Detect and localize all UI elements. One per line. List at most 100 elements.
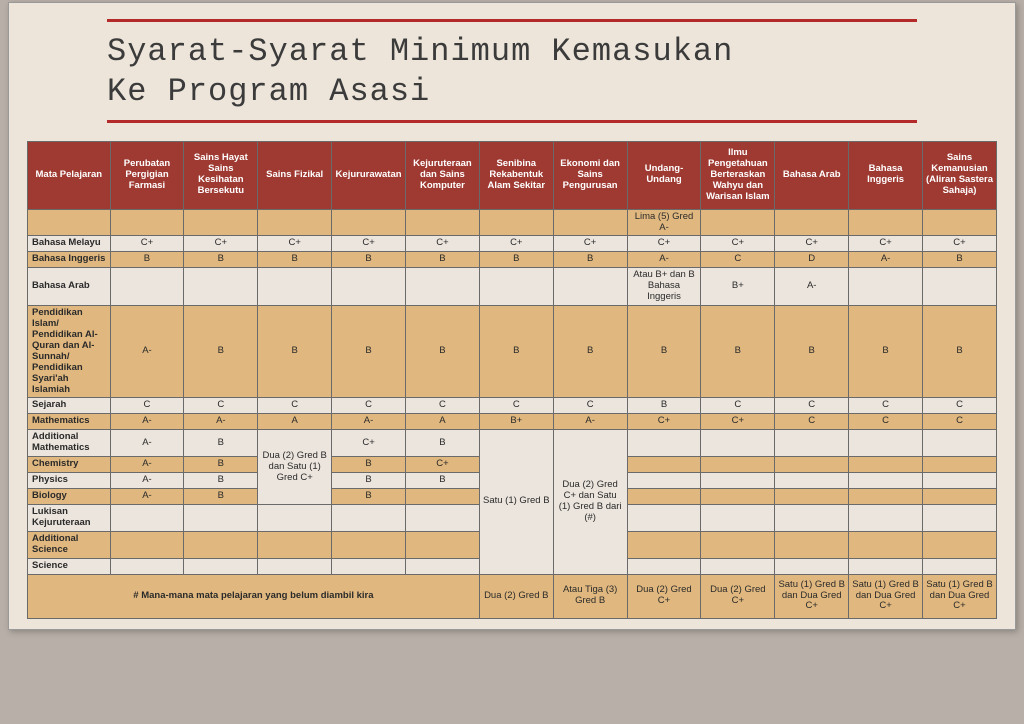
cell bbox=[923, 473, 997, 489]
col-header: Kejururawatan bbox=[332, 142, 406, 210]
cell bbox=[553, 209, 627, 236]
cell: B bbox=[405, 430, 479, 457]
table-header-row: Mata Pelajaran Perubatan Pergigian Farma… bbox=[28, 142, 997, 210]
cell bbox=[923, 531, 997, 558]
cell bbox=[775, 473, 849, 489]
cell bbox=[553, 268, 627, 306]
cell: Dua (2) Gred C+ bbox=[627, 574, 701, 618]
cell bbox=[405, 531, 479, 558]
col-header: Sains Hayat Sains Kesihatan Bersekutu bbox=[184, 142, 258, 210]
cell bbox=[923, 268, 997, 306]
cell bbox=[701, 531, 775, 558]
cell bbox=[479, 268, 553, 306]
cell: B bbox=[479, 252, 553, 268]
row-label: Pendidikan Islam/ Pendidikan Al-Quran da… bbox=[28, 306, 111, 398]
bottom-rule bbox=[107, 120, 917, 123]
cell: C+ bbox=[479, 236, 553, 252]
cell bbox=[332, 558, 406, 574]
cell: A- bbox=[332, 414, 406, 430]
cell: C+ bbox=[258, 236, 332, 252]
cell: B bbox=[849, 306, 923, 398]
cell: B bbox=[923, 306, 997, 398]
cell: B bbox=[923, 252, 997, 268]
col-header: Ilmu Pengetahuan Berteraskan Wahyu dan W… bbox=[701, 142, 775, 210]
cell: C+ bbox=[405, 236, 479, 252]
cell: C+ bbox=[701, 236, 775, 252]
cell bbox=[405, 209, 479, 236]
cell bbox=[258, 558, 332, 574]
cell bbox=[627, 430, 701, 457]
cell: B bbox=[479, 306, 553, 398]
cell bbox=[405, 558, 479, 574]
cell: Dua (2) Gred B bbox=[479, 574, 553, 618]
cell: B bbox=[184, 473, 258, 489]
cell: D bbox=[775, 252, 849, 268]
cell: B bbox=[405, 473, 479, 489]
cell: B bbox=[405, 306, 479, 398]
cell: A- bbox=[110, 473, 184, 489]
title-line-1: Syarat-Syarat Minimum Kemasukan bbox=[107, 33, 733, 70]
cell bbox=[775, 209, 849, 236]
cell: Dua (2) Gred C+ bbox=[701, 574, 775, 618]
cell bbox=[184, 504, 258, 531]
cell bbox=[923, 430, 997, 457]
table-row: Bahasa Inggeris BB BB BB BA- CD A-B bbox=[28, 252, 997, 268]
cell: A- bbox=[110, 306, 184, 398]
cell: C bbox=[184, 398, 258, 414]
row-label: Sejarah bbox=[28, 398, 111, 414]
cell: B bbox=[184, 430, 258, 457]
document-page: Syarat-Syarat Minimum Kemasukan Ke Progr… bbox=[8, 2, 1016, 630]
cell: B bbox=[553, 252, 627, 268]
cell: Atau B+ dan B Bahasa Inggeris bbox=[627, 268, 701, 306]
cell: B bbox=[184, 488, 258, 504]
cell: B bbox=[332, 473, 406, 489]
cell bbox=[701, 457, 775, 473]
row-label: Chemistry bbox=[28, 457, 111, 473]
top-rule bbox=[107, 19, 917, 22]
row-label: Lukisan Kejuruteraan bbox=[28, 504, 111, 531]
cell bbox=[627, 531, 701, 558]
col-header: Sains Kemanusian (Aliran Sastera Sahaja) bbox=[923, 142, 997, 210]
col-header: Undang-Undang bbox=[627, 142, 701, 210]
cell: C+ bbox=[110, 236, 184, 252]
cell: B bbox=[184, 306, 258, 398]
cell: B bbox=[258, 252, 332, 268]
cell: B bbox=[332, 457, 406, 473]
cell: B bbox=[110, 252, 184, 268]
cell bbox=[923, 209, 997, 236]
table-row: Bahasa Melayu C+C+ C+C+ C+C+ C+C+ C+C+ C… bbox=[28, 236, 997, 252]
title-block: Syarat-Syarat Minimum Kemasukan Ke Progr… bbox=[27, 19, 997, 141]
cell-merged: Satu (1) Gred B bbox=[479, 430, 553, 574]
row-label: Additional Mathematics bbox=[28, 430, 111, 457]
table-row: Lima (5) Gred A- bbox=[28, 209, 997, 236]
cell: B+ bbox=[479, 414, 553, 430]
cell bbox=[701, 430, 775, 457]
cell bbox=[627, 504, 701, 531]
cell: B bbox=[775, 306, 849, 398]
cell bbox=[627, 457, 701, 473]
table-row: Mathematics A-A- AA- AB+ A-C+ C+C CC bbox=[28, 414, 997, 430]
cell: B bbox=[258, 306, 332, 398]
cell bbox=[627, 558, 701, 574]
col-header: Bahasa Arab bbox=[775, 142, 849, 210]
cell bbox=[849, 488, 923, 504]
cell bbox=[110, 268, 184, 306]
cell: B bbox=[184, 457, 258, 473]
col-header: Mata Pelajaran bbox=[28, 142, 111, 210]
cell: B bbox=[332, 488, 406, 504]
cell bbox=[405, 504, 479, 531]
cell: B bbox=[627, 306, 701, 398]
cell: C bbox=[849, 414, 923, 430]
cell bbox=[775, 488, 849, 504]
cell bbox=[332, 209, 406, 236]
cell-merged: Dua (2) Gred C+ dan Satu (1) Gred B dari… bbox=[553, 430, 627, 574]
cell bbox=[184, 209, 258, 236]
cell bbox=[775, 558, 849, 574]
cell bbox=[110, 209, 184, 236]
cell bbox=[775, 531, 849, 558]
cell bbox=[923, 504, 997, 531]
cell bbox=[110, 558, 184, 574]
cell: C bbox=[553, 398, 627, 414]
cell: C+ bbox=[332, 236, 406, 252]
cell: C bbox=[775, 398, 849, 414]
